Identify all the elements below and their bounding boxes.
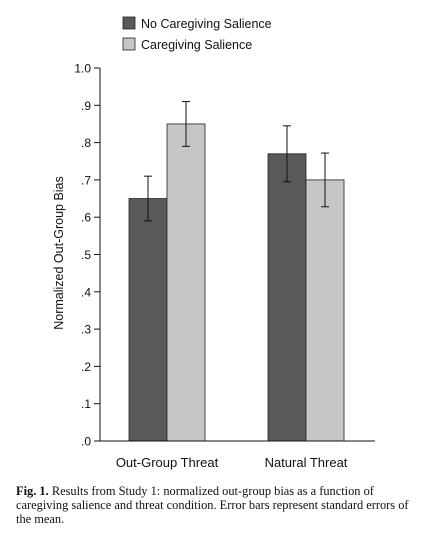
figure-label: Fig. 1.	[16, 484, 49, 498]
x-category-label: Out-Group Threat	[116, 455, 219, 470]
y-axis: .0 .1 .2 .3 .4 .5 .6 .7 .8 .9 1.0	[74, 62, 101, 449]
y-tick-label: .1	[81, 397, 91, 411]
y-tick-label: .7	[81, 173, 91, 187]
bar	[267, 153, 307, 442]
y-tick-label: 1.0	[74, 62, 91, 76]
y-tick-label: .6	[81, 211, 91, 225]
bar-chart: No Caregiving Salience Caregiving Salienc…	[52, 16, 375, 470]
caption-text: Results from Study 1: normalized out-gro…	[16, 484, 409, 526]
legend-label: Caregiving Salience	[141, 38, 252, 52]
bar	[305, 179, 345, 442]
bars	[128, 101, 345, 442]
legend-swatch	[122, 16, 136, 30]
bar	[128, 198, 168, 442]
x-axis: Out-Group Threat Natural Threat	[100, 440, 375, 470]
y-axis-label: Normalized Out-Group Bias	[52, 176, 66, 330]
x-category-label: Natural Threat	[265, 455, 348, 470]
y-tick-label: .0	[81, 435, 91, 449]
y-tick-label: .4	[81, 285, 91, 299]
legend: No Caregiving Salience Caregiving Salienc…	[122, 16, 272, 52]
y-tick-label: .3	[81, 323, 91, 337]
y-tick-label: .8	[81, 136, 91, 150]
legend-swatch	[122, 37, 136, 51]
legend-label: No Caregiving Salience	[141, 17, 272, 31]
figure-caption: Fig. 1. Results from Study 1: normalized…	[16, 484, 414, 526]
y-tick-label: .2	[81, 360, 91, 374]
y-tick-label: .9	[81, 99, 91, 113]
bar	[166, 123, 206, 442]
y-tick-label: .5	[81, 248, 91, 262]
